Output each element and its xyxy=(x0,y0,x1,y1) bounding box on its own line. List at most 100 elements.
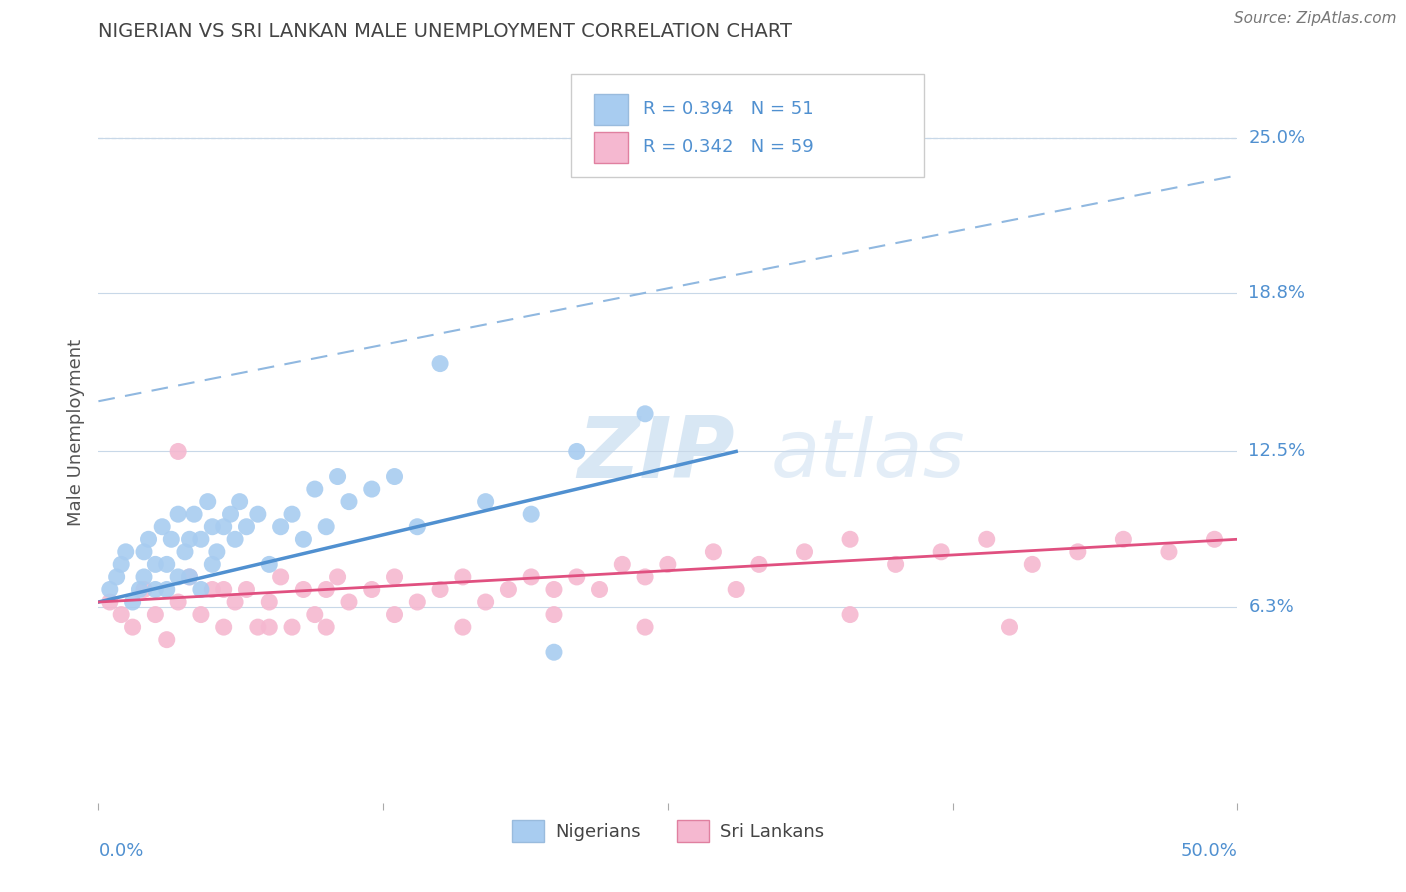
Text: 0.0%: 0.0% xyxy=(98,842,143,860)
Point xyxy=(304,607,326,622)
Text: R = 0.394   N = 51: R = 0.394 N = 51 xyxy=(643,100,814,118)
Point xyxy=(429,357,451,371)
Point xyxy=(498,582,520,597)
Point xyxy=(167,570,190,584)
Point xyxy=(259,620,281,634)
Point xyxy=(224,533,246,547)
Point xyxy=(138,533,160,547)
Point xyxy=(246,620,269,634)
Point xyxy=(145,558,167,572)
Point xyxy=(326,570,349,584)
Point xyxy=(839,607,862,622)
Point xyxy=(132,570,155,584)
Point xyxy=(725,582,748,597)
Point xyxy=(212,520,235,534)
Point xyxy=(315,620,337,634)
Point xyxy=(360,582,382,597)
Point xyxy=(634,407,657,421)
Point xyxy=(520,507,543,521)
Point xyxy=(98,582,121,597)
Point xyxy=(160,533,183,547)
Point xyxy=(167,507,190,521)
Point xyxy=(337,494,360,508)
Point xyxy=(201,558,224,572)
Legend: Nigerians, Sri Lankans: Nigerians, Sri Lankans xyxy=(505,813,831,849)
Point xyxy=(183,507,205,521)
Point xyxy=(1112,533,1135,547)
Point xyxy=(201,582,224,597)
Point xyxy=(179,533,201,547)
Point xyxy=(281,620,304,634)
Point xyxy=(235,520,257,534)
Point xyxy=(179,570,201,584)
Point xyxy=(360,482,382,496)
Point xyxy=(976,533,998,547)
Point xyxy=(145,607,167,622)
Point xyxy=(565,444,588,458)
Y-axis label: Male Unemployment: Male Unemployment xyxy=(66,339,84,526)
Point xyxy=(167,595,190,609)
Point xyxy=(998,620,1021,634)
Point xyxy=(1021,558,1043,572)
Point xyxy=(839,533,862,547)
Text: 18.8%: 18.8% xyxy=(1249,285,1305,302)
Point xyxy=(1204,533,1226,547)
Point xyxy=(228,494,250,508)
Text: Source: ZipAtlas.com: Source: ZipAtlas.com xyxy=(1233,11,1396,26)
Point xyxy=(326,469,349,483)
Point xyxy=(588,582,610,597)
FancyBboxPatch shape xyxy=(593,132,628,163)
Point xyxy=(197,494,219,508)
Point xyxy=(304,482,326,496)
Point xyxy=(929,545,952,559)
Point xyxy=(114,545,136,559)
Point xyxy=(145,582,167,597)
Point xyxy=(451,570,474,584)
Point xyxy=(292,582,315,597)
Point xyxy=(520,570,543,584)
Point xyxy=(384,607,406,622)
Point xyxy=(190,533,212,547)
Point xyxy=(565,570,588,584)
Text: 12.5%: 12.5% xyxy=(1249,442,1306,460)
Point xyxy=(132,545,155,559)
Point xyxy=(770,130,793,145)
Point xyxy=(1067,545,1090,559)
Point xyxy=(259,595,281,609)
Point xyxy=(315,582,337,597)
Point xyxy=(270,520,292,534)
Text: NIGERIAN VS SRI LANKAN MALE UNEMPLOYMENT CORRELATION CHART: NIGERIAN VS SRI LANKAN MALE UNEMPLOYMENT… xyxy=(98,22,793,41)
Point xyxy=(474,595,496,609)
Point xyxy=(315,520,337,534)
Point xyxy=(634,620,657,634)
Point xyxy=(235,582,257,597)
Point xyxy=(167,444,190,458)
Point xyxy=(292,533,315,547)
Point xyxy=(657,558,679,572)
Point xyxy=(121,620,143,634)
Point xyxy=(384,570,406,584)
Point xyxy=(337,595,360,609)
Point xyxy=(190,582,212,597)
Point xyxy=(259,558,281,572)
Point xyxy=(121,595,143,609)
Point xyxy=(174,545,197,559)
Point xyxy=(1157,545,1180,559)
Point xyxy=(543,582,565,597)
Text: atlas: atlas xyxy=(770,416,965,494)
Point xyxy=(281,507,304,521)
Text: 6.3%: 6.3% xyxy=(1249,598,1294,616)
Point xyxy=(451,620,474,634)
Point xyxy=(219,507,242,521)
Point xyxy=(110,558,132,572)
Text: 50.0%: 50.0% xyxy=(1181,842,1237,860)
Point xyxy=(246,507,269,521)
Point xyxy=(224,595,246,609)
Point xyxy=(212,582,235,597)
Point xyxy=(748,558,770,572)
Text: 25.0%: 25.0% xyxy=(1249,128,1306,146)
Point xyxy=(105,570,128,584)
FancyBboxPatch shape xyxy=(571,73,924,178)
Point xyxy=(128,582,150,597)
Point xyxy=(110,607,132,622)
